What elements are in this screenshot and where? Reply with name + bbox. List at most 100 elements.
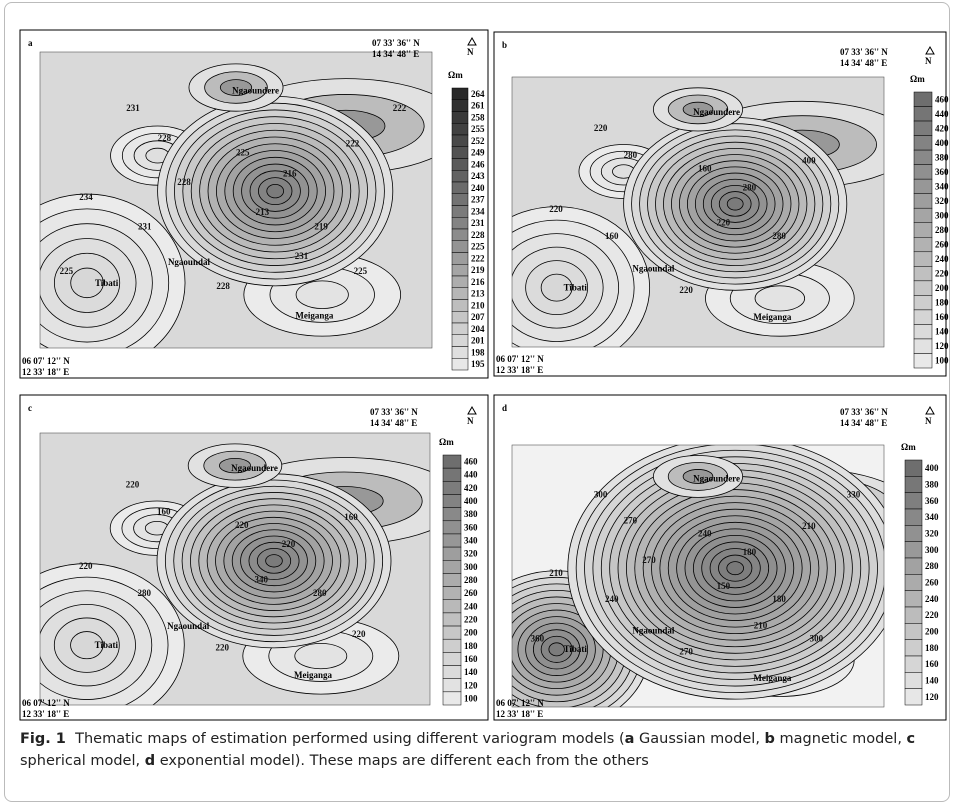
legend-swatch (451, 334, 469, 347)
legend-label: 360 (935, 167, 949, 177)
coord-top: 07 33' 36'' N (370, 407, 418, 417)
contour-label: 150 (717, 581, 731, 591)
legend-swatch (442, 546, 462, 561)
legend-label: 213 (471, 289, 485, 299)
legend-label: 460 (464, 457, 478, 467)
legend-label: 420 (464, 483, 478, 493)
legend-swatch (451, 123, 469, 136)
legend-label: 222 (471, 253, 485, 263)
contour-label: 280 (138, 588, 152, 598)
contour-label: 219 (314, 222, 328, 232)
figure-frame (4, 2, 950, 802)
place-name: Tibati (564, 644, 588, 654)
legend-label: 195 (471, 359, 485, 369)
map: 220 160 220 160 220 340 280 220 280 220 220 (40, 433, 430, 705)
legend-swatch (451, 99, 469, 112)
legend-label: 243 (471, 171, 485, 181)
legend-label: 280 (464, 575, 478, 585)
legend-swatch (904, 459, 923, 477)
contour-label: 220 (282, 539, 296, 549)
legend-label: 460 (935, 94, 949, 104)
map-border (511, 76, 885, 348)
contour-label: 228 (158, 133, 172, 143)
legend-label: 400 (464, 496, 478, 506)
coord-bottom: 06 07' 12'' N (22, 698, 70, 708)
legend-swatch (904, 688, 923, 706)
legend-label: 252 (471, 136, 485, 146)
legend-label: 240 (464, 601, 478, 611)
contour-label: 330 (847, 489, 861, 499)
legend-swatch (904, 672, 923, 689)
legend-label: 216 (471, 277, 485, 287)
legend-unit: Ωm (910, 74, 925, 84)
contour-label: 360 (531, 634, 545, 644)
legend-swatch (913, 295, 933, 311)
contour-label: 270 (642, 555, 656, 565)
contour-label: 210 (802, 521, 816, 531)
legend-swatch (904, 525, 923, 542)
panel-label: d (502, 403, 507, 413)
coord-top: 14 34' 48'' E (370, 418, 417, 428)
legend-label: 120 (925, 692, 939, 702)
legend-swatch (451, 228, 469, 241)
contour (265, 554, 283, 568)
legend-swatch (451, 322, 469, 335)
caption-text: spherical model, (20, 753, 145, 769)
contour-label: 222 (346, 139, 360, 149)
legend-label: 400 (925, 463, 939, 473)
legend-swatch (913, 207, 933, 223)
contour (540, 273, 573, 302)
legend-swatch (442, 599, 462, 614)
place-name: Tibati (95, 640, 119, 650)
coord-bottom: 12 33' 18'' E (496, 365, 543, 375)
legend-label: 200 (464, 628, 478, 638)
coord-top: 14 34' 48'' E (840, 58, 887, 68)
map: 220 280 160 400 280 220 280 220 160 220 (512, 77, 884, 347)
legend-swatch (913, 309, 933, 325)
contour-label: 225 (60, 266, 74, 276)
legend-label: 240 (935, 254, 949, 264)
legend-swatch (442, 494, 462, 508)
legend-swatch (442, 691, 462, 706)
legend-label: 240 (471, 183, 485, 193)
legend-swatch (442, 560, 462, 574)
legend-swatch (442, 678, 462, 693)
caption-text: a (624, 731, 635, 747)
contour (726, 561, 744, 576)
place-name: Tibati (95, 278, 119, 288)
legend-label: 207 (471, 312, 485, 322)
legend-label: 440 (935, 109, 949, 119)
north-label: N (467, 47, 474, 57)
contour (682, 101, 714, 118)
coord-top: 07 33' 36'' N (372, 38, 420, 48)
contour (266, 183, 285, 199)
coord-bottom: 06 07' 12'' N (496, 354, 544, 364)
legend-label: 246 (471, 159, 485, 169)
legend-swatch (451, 252, 469, 265)
legend-swatch (451, 181, 469, 194)
legend-label: 340 (464, 536, 478, 546)
legend-label: 160 (925, 659, 939, 669)
north-label: N (925, 56, 932, 66)
legend-swatch (442, 507, 462, 522)
contour-label: 220 (549, 204, 563, 214)
legend-swatch (442, 454, 462, 469)
legend-swatch (913, 164, 933, 180)
legend-label: 360 (464, 522, 478, 532)
coord-top: 07 33' 36'' N (840, 407, 888, 417)
map: 231 228 225 222 216 213 219 234 231 228 225 222 225 2… (40, 52, 432, 348)
north-label: N (467, 416, 474, 426)
legend-swatch (442, 586, 462, 600)
legend-unit: Ωm (901, 442, 916, 452)
contour (548, 642, 565, 657)
legend-label: 340 (935, 181, 949, 191)
legend-label: 320 (925, 529, 939, 539)
place-name: Meiganga (294, 670, 332, 680)
legend-swatch (913, 106, 933, 122)
place-name: Ngaoundal (168, 257, 211, 267)
legend-label: 360 (925, 496, 939, 506)
contour-label: 220 (352, 629, 366, 639)
legend-label: 320 (935, 196, 949, 206)
map: 300 270 240 210 180 150 180 210 240 270 300 330 360 2… (512, 445, 884, 707)
legend-swatch (442, 467, 462, 482)
